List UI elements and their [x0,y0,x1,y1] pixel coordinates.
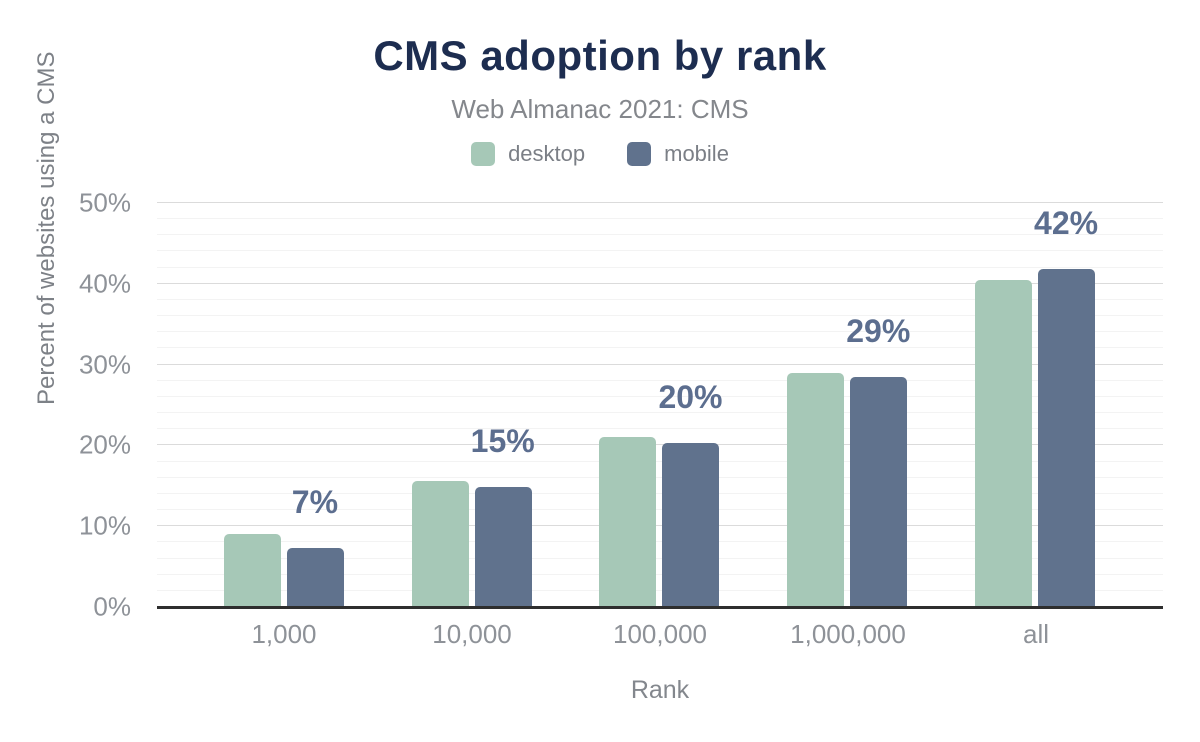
bar-mobile-1000 [286,548,344,607]
bar-group-all: 42% [941,203,1129,607]
bar-desktop-1000 [223,534,281,607]
major-gridline [157,202,1163,203]
legend-item-desktop: desktop [471,141,585,167]
bar-groups: 7% 15% 20% 29% 42% [190,203,1129,607]
bar-group-10000: 15% [378,203,566,607]
minor-gridline [157,298,1163,300]
bar-mobile-all [1038,269,1096,607]
minor-gridline [157,266,1163,268]
x-tick-label: 100,000 [613,619,707,649]
bar-desktop-10000 [411,480,469,607]
desktop-swatch-icon [471,142,496,166]
legend-item-mobile: mobile [627,141,729,167]
y-axis-tick-labels: 0% 10% 20% 30% 40% 50% [60,188,145,622]
y-tick-label: 50% [78,187,131,218]
minor-gridline [157,218,1163,220]
minor-gridline [157,379,1163,381]
x-axis-tick-labels: 1,000 10,000 100,000 1,000,000 all [190,619,1130,649]
x-tick-label: 10,000 [432,619,512,649]
minor-gridline [157,412,1163,414]
x-axis-line [157,606,1163,609]
y-tick-label: 30% [78,349,131,380]
x-tick-label: 1,000,000 [790,619,906,649]
bar-value-label: 20% [658,378,723,415]
bar-mobile-100000 [662,442,720,607]
mobile-swatch-icon [627,142,652,166]
bar-group-1000000: 29% [753,203,941,607]
minor-gridline [157,331,1163,333]
major-gridline [157,282,1163,284]
minor-gridline [157,476,1163,478]
major-gridline [157,525,1163,527]
x-tick-label: 1,000 [251,619,317,649]
major-gridline [157,444,1163,446]
y-tick-label: 0% [93,591,131,622]
bar-value-label: 29% [846,312,911,349]
major-gridline [157,363,1163,365]
minor-gridline [157,509,1163,511]
minor-gridline [157,589,1163,591]
minor-gridline [157,347,1163,349]
minor-gridline [157,315,1163,317]
bar-mobile-1000000 [850,376,908,607]
minor-gridline [157,557,1163,559]
legend-label-desktop: desktop [508,141,586,166]
minor-gridline [157,250,1163,252]
chart-title: CMS adoption by rank [373,32,827,79]
legend: desktop mobile [0,141,1200,167]
minor-gridline [157,492,1163,494]
x-axis-title: Rank [630,676,690,704]
minor-gridline [157,234,1163,236]
x-tick-label: all [1022,619,1049,649]
minor-gridline [157,573,1163,575]
bar-value-label: 15% [470,422,535,459]
minor-gridline [157,395,1163,397]
minor-gridline [157,460,1163,462]
bar-group-1000: 7% [190,203,378,607]
bar-desktop-100000 [599,436,657,607]
y-tick-label: 20% [78,429,131,460]
bar-desktop-1000000 [787,372,845,607]
y-tick-label: 10% [78,510,131,541]
chart-subtitle: Web Almanac 2021: CMS [451,94,749,124]
bar-desktop-all [975,279,1033,607]
plot-area: 7% 15% 20% 29% 42% [157,202,1163,607]
legend-label-mobile: mobile [664,141,729,166]
y-tick-label: 40% [78,268,131,299]
bar-value-label: 7% [291,484,339,521]
minor-gridline [157,541,1163,543]
bar-mobile-10000 [474,486,532,607]
bar-group-100000: 20% [566,203,754,607]
bar-value-label: 42% [1034,205,1099,242]
minor-gridline [157,428,1163,430]
